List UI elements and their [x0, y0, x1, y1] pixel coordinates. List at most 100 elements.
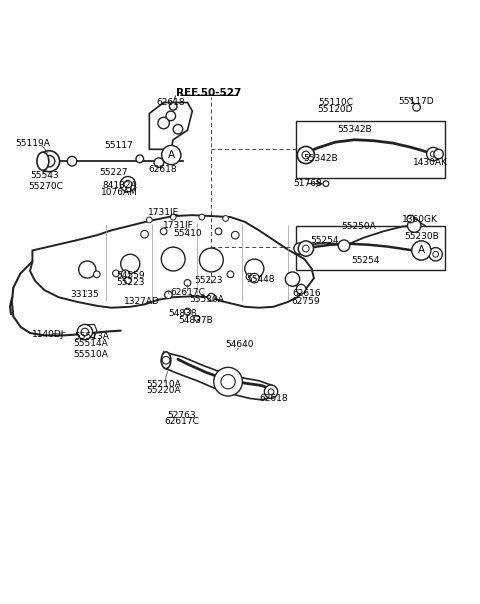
Circle shape — [169, 103, 177, 110]
Text: 55119A: 55119A — [15, 139, 50, 148]
Circle shape — [184, 280, 191, 286]
Circle shape — [166, 111, 176, 121]
Text: 55543: 55543 — [30, 171, 59, 180]
Bar — [296, 121, 445, 178]
Circle shape — [194, 315, 200, 321]
Circle shape — [158, 117, 169, 129]
Text: 51768: 51768 — [293, 179, 322, 188]
Circle shape — [136, 155, 144, 162]
Text: 1140DJ: 1140DJ — [32, 330, 64, 339]
Text: 54640: 54640 — [226, 341, 254, 350]
Text: 55514A: 55514A — [74, 339, 108, 348]
Text: 1360GK: 1360GK — [402, 216, 438, 225]
Circle shape — [431, 151, 436, 157]
Text: 55110C: 55110C — [318, 98, 353, 107]
Text: A: A — [418, 245, 425, 255]
Circle shape — [161, 247, 185, 271]
Circle shape — [413, 103, 420, 111]
Circle shape — [285, 272, 300, 286]
Text: 1327AD: 1327AD — [124, 297, 160, 306]
Text: 33135: 33135 — [71, 290, 99, 299]
Text: 62618: 62618 — [156, 98, 185, 107]
Circle shape — [231, 231, 239, 239]
Circle shape — [302, 151, 310, 159]
Circle shape — [429, 248, 443, 261]
Text: 1430AK: 1430AK — [412, 158, 447, 167]
Text: 55220A: 55220A — [146, 387, 181, 395]
Circle shape — [113, 270, 119, 277]
Circle shape — [162, 356, 170, 364]
Circle shape — [227, 271, 234, 278]
Text: 54838: 54838 — [168, 309, 197, 318]
Text: 55513A: 55513A — [74, 332, 109, 341]
Circle shape — [124, 181, 132, 188]
Circle shape — [264, 385, 278, 399]
Text: 1076AM: 1076AM — [101, 188, 138, 197]
Text: 54559: 54559 — [116, 271, 144, 280]
Text: 62616: 62616 — [292, 289, 321, 298]
Text: 55410: 55410 — [173, 229, 202, 238]
Text: 84132A: 84132A — [102, 181, 137, 190]
Circle shape — [77, 324, 93, 339]
Circle shape — [162, 146, 181, 164]
Text: REF.50-527: REF.50-527 — [176, 88, 241, 98]
Text: 55120D: 55120D — [318, 104, 353, 114]
Circle shape — [141, 230, 148, 238]
Circle shape — [79, 261, 96, 278]
Circle shape — [94, 271, 100, 278]
Circle shape — [407, 215, 415, 223]
Circle shape — [427, 147, 440, 161]
Text: 55223: 55223 — [116, 278, 144, 288]
Circle shape — [120, 254, 140, 274]
Text: 55227: 55227 — [99, 168, 128, 177]
Circle shape — [162, 146, 181, 164]
Text: 55270C: 55270C — [28, 182, 63, 191]
Text: 62617C: 62617C — [164, 417, 199, 426]
Text: 55510A: 55510A — [73, 350, 108, 359]
Circle shape — [298, 241, 313, 256]
Circle shape — [246, 274, 253, 280]
Circle shape — [146, 217, 152, 223]
Circle shape — [408, 219, 421, 233]
Circle shape — [120, 176, 135, 191]
Text: 55117: 55117 — [104, 141, 132, 150]
Circle shape — [223, 216, 228, 221]
Text: 55223: 55223 — [195, 276, 223, 285]
Text: 55117D: 55117D — [399, 97, 434, 106]
Circle shape — [412, 241, 431, 260]
Text: 54837B: 54837B — [179, 316, 214, 324]
Text: 1731JF: 1731JF — [163, 221, 193, 230]
Circle shape — [412, 241, 431, 260]
Circle shape — [170, 214, 176, 220]
Text: 55254: 55254 — [311, 236, 339, 245]
Circle shape — [67, 156, 77, 166]
Circle shape — [184, 308, 191, 315]
Circle shape — [302, 245, 309, 252]
Bar — [296, 226, 445, 269]
Text: 55210A: 55210A — [146, 379, 181, 388]
Text: 55254: 55254 — [351, 255, 379, 265]
Text: A: A — [168, 150, 175, 160]
Circle shape — [43, 155, 55, 167]
Text: 55230B: 55230B — [404, 232, 439, 240]
Ellipse shape — [37, 152, 49, 170]
Circle shape — [38, 151, 60, 172]
Circle shape — [433, 251, 439, 257]
Text: 55448: 55448 — [246, 275, 274, 284]
Text: 55250A: 55250A — [341, 222, 376, 231]
Circle shape — [214, 367, 242, 396]
Circle shape — [268, 389, 274, 394]
Text: 55342B: 55342B — [303, 155, 337, 163]
Circle shape — [154, 158, 164, 167]
Circle shape — [221, 374, 235, 389]
Circle shape — [165, 291, 172, 298]
Circle shape — [434, 149, 444, 159]
Text: 55342B: 55342B — [337, 125, 372, 133]
Text: 62618: 62618 — [148, 165, 177, 174]
Text: 62759: 62759 — [291, 297, 320, 306]
Text: 1731JE: 1731JE — [148, 208, 179, 217]
Circle shape — [338, 240, 350, 251]
Circle shape — [199, 214, 204, 220]
Circle shape — [121, 270, 130, 278]
Circle shape — [81, 328, 89, 336]
